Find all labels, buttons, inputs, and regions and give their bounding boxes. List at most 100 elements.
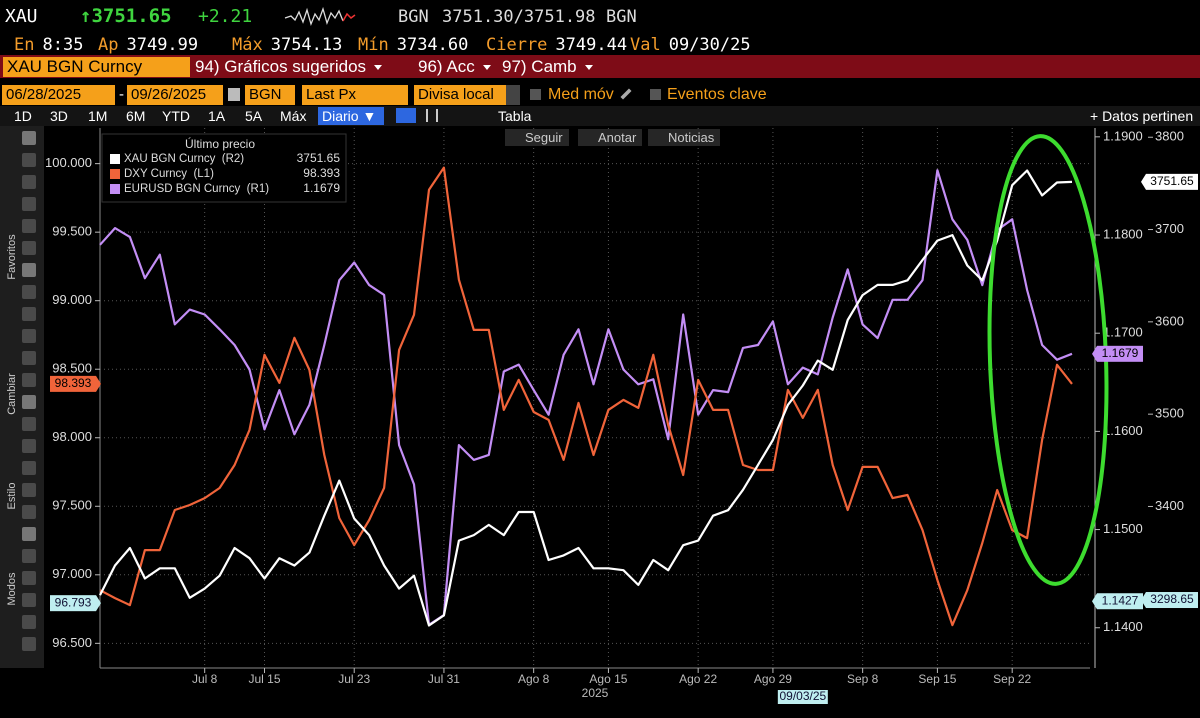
stat-label: Cierre bbox=[486, 35, 548, 55]
currency-box[interactable]: Divisa local bbox=[414, 85, 506, 105]
y-tick-label: 3700 bbox=[1155, 221, 1184, 236]
crosshair-badge-label: 3298.65 bbox=[1150, 592, 1194, 606]
sidebar-label: Estilo bbox=[6, 482, 18, 510]
tool-icon[interactable] bbox=[22, 483, 36, 497]
security-box[interactable]: XAU BGN Curncy bbox=[3, 57, 190, 77]
stat-value: 3749.99 bbox=[126, 35, 199, 55]
table-button[interactable]: Tabla bbox=[498, 108, 532, 124]
legend-label: XAU BGN Curncy (R2) bbox=[124, 153, 244, 165]
legend-value: 1.1679 bbox=[303, 181, 340, 195]
tool-icon[interactable] bbox=[22, 329, 36, 343]
tool-icon[interactable] bbox=[22, 571, 36, 585]
stat-value: 8:35 bbox=[42, 35, 84, 55]
frequency-button[interactable]: Diario ▼ bbox=[318, 107, 384, 125]
end-date[interactable]: 09/26/2025 bbox=[127, 85, 223, 105]
tool-icon[interactable] bbox=[22, 637, 36, 651]
bid-source: BGN bbox=[398, 7, 429, 27]
x-tick-label: Jul 8 bbox=[192, 672, 218, 686]
tool-icon[interactable] bbox=[22, 593, 36, 607]
period-button[interactable]: YTD bbox=[162, 108, 190, 124]
tool-icon[interactable] bbox=[22, 219, 36, 233]
tool-icon[interactable] bbox=[22, 351, 36, 365]
field-box[interactable]: Last Px bbox=[302, 85, 408, 105]
stat-label: Ap bbox=[98, 35, 119, 55]
period-button[interactable]: 5A bbox=[245, 108, 263, 124]
x-tick-label: Ago 22 bbox=[679, 672, 717, 686]
tool-icon[interactable] bbox=[22, 263, 36, 277]
stat-label: Mín bbox=[358, 35, 389, 55]
period-button[interactable]: Máx bbox=[280, 108, 307, 124]
y-tick-label: 99.500 bbox=[52, 224, 92, 239]
checkbox[interactable] bbox=[650, 89, 661, 100]
crosshair-badge-label: 96.793 bbox=[55, 595, 92, 609]
period-button[interactable]: 1A bbox=[208, 108, 226, 124]
stat-label: En bbox=[14, 35, 35, 55]
option-label[interactable]: Eventos clave bbox=[667, 86, 767, 103]
x-tick-label: Jul 23 bbox=[338, 672, 370, 686]
tool-icon[interactable] bbox=[22, 307, 36, 321]
tool-icon[interactable] bbox=[22, 285, 36, 299]
tool-icon[interactable] bbox=[22, 615, 36, 629]
last-value-badge bbox=[1146, 173, 1198, 190]
tool-icon[interactable] bbox=[22, 175, 36, 189]
last-value-badge-label: 1.1679 bbox=[1102, 346, 1139, 360]
option-label[interactable]: Med móv bbox=[548, 86, 614, 103]
y-tick-label: 3400 bbox=[1155, 498, 1184, 513]
tool-icon[interactable] bbox=[22, 373, 36, 387]
chart-tool[interactable]: Seguir bbox=[505, 129, 569, 146]
menu-item[interactable]: 97) Camb bbox=[502, 57, 593, 77]
source-box[interactable]: BGN bbox=[245, 85, 295, 105]
tool-icon[interactable] bbox=[22, 417, 36, 431]
period-button[interactable]: 3D bbox=[50, 108, 68, 124]
x-tick-label: Ago 8 bbox=[518, 672, 550, 686]
tool-icon[interactable] bbox=[22, 197, 36, 211]
menu-item[interactable]: 96) Acc bbox=[418, 57, 491, 77]
chart-type-icon[interactable] bbox=[396, 108, 416, 123]
chart-tool[interactable]: Noticias bbox=[648, 129, 721, 146]
overlay: 96.793 1.1427 3298.653751.6598.3931.1679Úl… bbox=[50, 133, 1198, 612]
tool-icon[interactable] bbox=[22, 395, 36, 409]
series-line bbox=[99, 169, 1073, 626]
currency-caret[interactable] bbox=[506, 85, 520, 105]
last-price: ↑3751.65 bbox=[80, 5, 172, 27]
y-tick-label: 1.1900 bbox=[1103, 128, 1143, 143]
period-button[interactable]: 1M bbox=[88, 108, 108, 124]
start-date[interactable]: 06/28/2025 bbox=[2, 85, 115, 105]
sidebar-label: Favoritos bbox=[6, 234, 18, 280]
calendar-icon[interactable] bbox=[228, 88, 240, 101]
tool-icon[interactable] bbox=[22, 241, 36, 255]
tool-icon[interactable] bbox=[22, 153, 36, 167]
menu-item[interactable]: 94) Gráficos sugeridos bbox=[195, 57, 382, 77]
last-value-badge-label: 3751.65 bbox=[1150, 174, 1194, 188]
sidebar-label: Modos bbox=[6, 572, 18, 606]
tool-icon[interactable] bbox=[22, 527, 36, 541]
ticker: XAU bbox=[5, 6, 38, 27]
legend-box bbox=[101, 133, 347, 203]
legend-label: EURUSD BGN Curncy (R1) bbox=[124, 183, 269, 195]
y-tick-label: 3600 bbox=[1155, 313, 1184, 328]
y-tick-label: 1.1500 bbox=[1103, 521, 1143, 536]
y-tick-label: 98.000 bbox=[52, 429, 92, 444]
period-button[interactable]: 6M bbox=[126, 108, 146, 124]
period-button[interactable]: 1D bbox=[14, 108, 32, 124]
chart-tool[interactable]: Anotar bbox=[578, 129, 643, 146]
tool-icon[interactable] bbox=[22, 461, 36, 475]
tool-icon[interactable] bbox=[22, 131, 36, 145]
legend-value: 3751.65 bbox=[297, 151, 341, 165]
last-value-badge bbox=[1097, 345, 1143, 362]
checkbox[interactable] bbox=[530, 89, 541, 100]
ask-source: BGN bbox=[606, 7, 637, 27]
price-change: +2.21 bbox=[198, 6, 253, 27]
bar-type-icon[interactable] bbox=[426, 109, 438, 122]
y-tick-label: 97.500 bbox=[52, 498, 92, 513]
tool-icon[interactable] bbox=[22, 549, 36, 563]
crosshair-badge bbox=[1097, 593, 1143, 610]
related-button[interactable]: + Datos pertinen bbox=[1090, 108, 1194, 124]
y-tick-label: 1.1700 bbox=[1103, 325, 1143, 340]
crosshair-badge-pointer bbox=[1092, 593, 1097, 610]
tool-icon[interactable] bbox=[22, 439, 36, 453]
tool-icon[interactable] bbox=[22, 505, 36, 519]
stat-value: 3749.44 bbox=[555, 35, 628, 55]
